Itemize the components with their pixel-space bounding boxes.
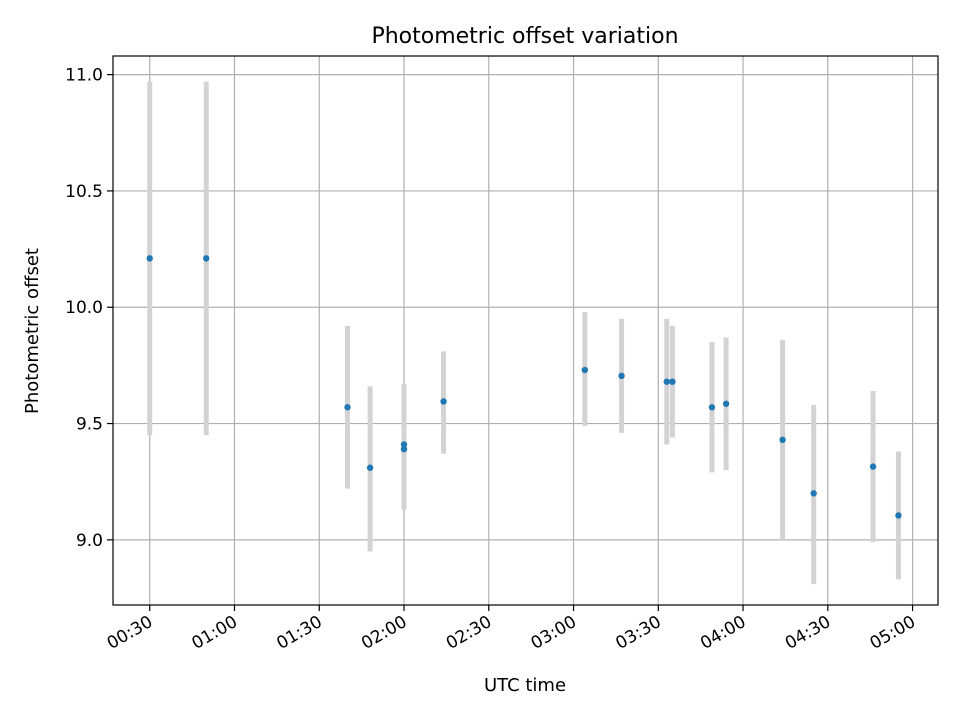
data-point	[722, 400, 730, 407]
y-tick-label: 10.5	[65, 182, 103, 202]
data-point	[869, 463, 877, 470]
data-point	[663, 378, 670, 385]
plot-area	[113, 56, 938, 605]
data-point	[440, 398, 447, 405]
data-point	[810, 490, 817, 497]
data-point	[895, 512, 902, 519]
data-point	[400, 441, 408, 448]
data-point	[779, 436, 786, 444]
data-points	[146, 255, 902, 519]
data-point	[708, 404, 716, 411]
x-axis-label: UTC time	[484, 675, 566, 696]
data-point	[669, 378, 676, 385]
data-point	[618, 372, 625, 380]
y-tick-label: 10.0	[65, 298, 103, 318]
data-point	[344, 404, 351, 411]
y-axis-ticks: 9.0 9.5 10.0 10.5 11.0	[65, 66, 113, 551]
y-tick-label: 9.5	[76, 415, 103, 435]
data-point	[581, 366, 589, 374]
y-tick-label: 11.0	[65, 66, 103, 86]
data-point	[203, 255, 210, 262]
y-tick-label: 9.0	[76, 531, 103, 551]
data-point	[366, 464, 374, 471]
y-axis-label: Photometric offset	[22, 248, 43, 414]
chart-title: Photometric offset variation	[371, 24, 678, 49]
plot-frame	[112, 55, 939, 606]
data-point	[400, 445, 408, 453]
data-point	[146, 255, 153, 262]
grid	[113, 56, 938, 605]
